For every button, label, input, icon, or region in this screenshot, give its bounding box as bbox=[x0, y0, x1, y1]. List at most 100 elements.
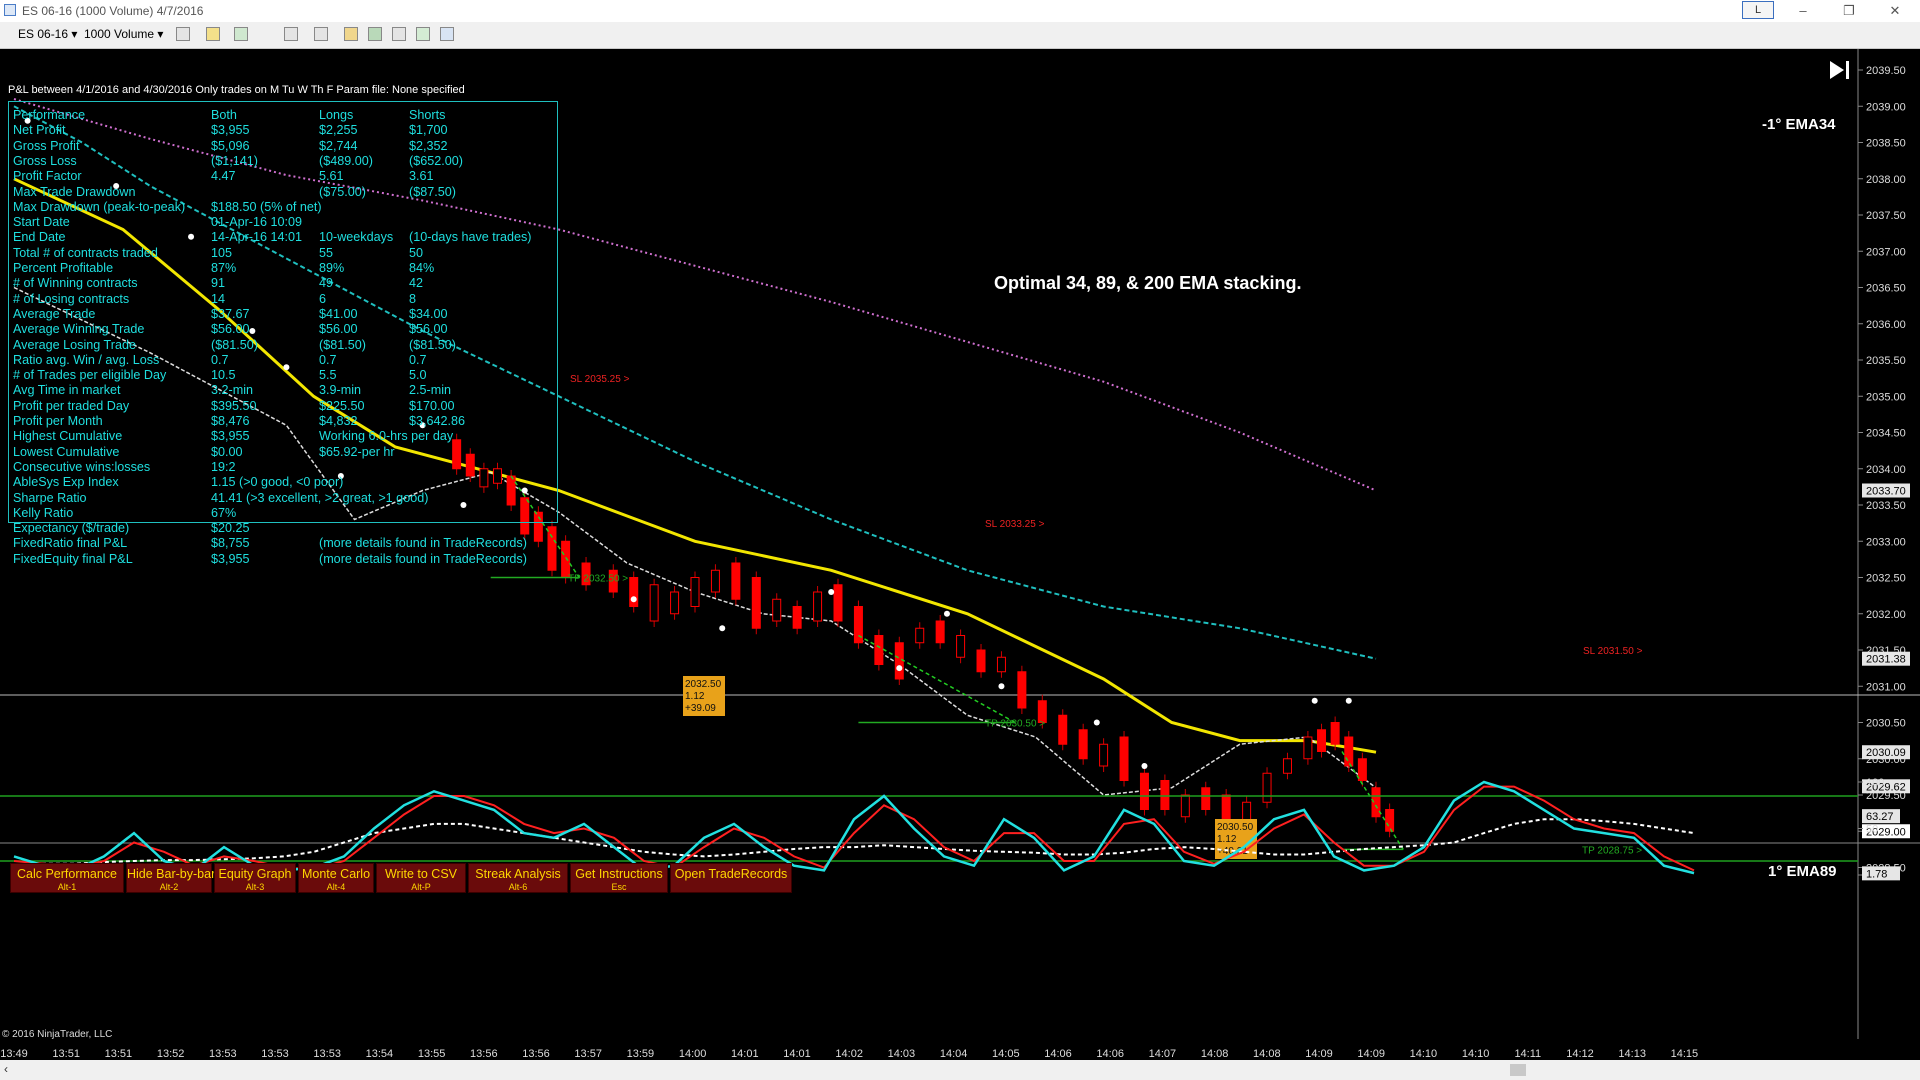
price-axis-label: 2038.50 bbox=[1866, 138, 1906, 150]
time-axis-label: 14:00 bbox=[679, 1048, 707, 1060]
performance-row: # of Trades per eligible Day 10.5 5.5 5.0 bbox=[13, 368, 553, 383]
performance-cell: Profit per Month bbox=[13, 414, 103, 428]
button-label: Calc Performance bbox=[16, 867, 118, 881]
candle-body bbox=[710, 569, 720, 593]
swing-point bbox=[943, 610, 950, 617]
performance-cell: 0.7 bbox=[319, 352, 337, 367]
candle-body bbox=[465, 453, 475, 477]
period-selector[interactable]: 1000 Volume ▾ bbox=[84, 27, 164, 41]
take-profit-label: TP 2028.75 > bbox=[1582, 845, 1642, 856]
performance-row: Net Profit $3,955 $2,255 $1,700 bbox=[13, 123, 553, 138]
performance-cell: ($81.50) bbox=[319, 337, 366, 352]
candle-body bbox=[915, 627, 925, 644]
performance-cell: $37.67 bbox=[211, 306, 250, 321]
time-axis-label: 13:49 bbox=[0, 1048, 28, 1060]
performance-row: Sharpe Ratio 41.41 (>3 excellent, >2 grea… bbox=[13, 491, 553, 506]
write-to-csv-button[interactable]: Write to CSV Alt-P bbox=[376, 863, 466, 893]
candle-body bbox=[1160, 780, 1170, 810]
swing-point bbox=[188, 233, 195, 240]
equity-graph-button[interactable]: Equity Graph Alt-3 bbox=[214, 863, 296, 893]
monte-carlo-button[interactable]: Monte Carlo Alt-4 bbox=[298, 863, 374, 893]
ema200-line bbox=[13, 98, 1377, 492]
properties-icon[interactable] bbox=[440, 27, 454, 41]
minimize-button[interactable]: – bbox=[1799, 3, 1807, 18]
price-axis-label: 2032.50 bbox=[1866, 573, 1906, 585]
time-axis-label: 14:11 bbox=[1514, 1048, 1541, 1060]
bar-chart-icon[interactable] bbox=[176, 27, 190, 41]
chart-canvas[interactable]: 2039.50 2039.00 2038.50 2038.00 2037.50 2037.… bbox=[0, 49, 1920, 1060]
candle-body bbox=[1282, 758, 1292, 774]
hide-bar-by-bar-button[interactable]: Hide Bar-by-bar Alt-2 bbox=[126, 863, 215, 893]
performance-row: Average Winning Trade $56.00 $56.00 $56.00 bbox=[13, 322, 553, 337]
take-profit-label: TP 2032.50 > bbox=[568, 574, 628, 585]
performance-cell: Average Losing Trade bbox=[13, 337, 136, 352]
performance-header: P&L between 4/1/2016 and 4/30/2016 Only … bbox=[8, 84, 465, 96]
candle-body bbox=[547, 526, 557, 571]
pencil-icon[interactable] bbox=[206, 27, 220, 41]
calc-performance-button[interactable]: Calc Performance Alt-1 bbox=[10, 863, 124, 893]
strategy-icon[interactable] bbox=[344, 27, 358, 41]
performance-cell: $3,955 bbox=[211, 551, 250, 566]
instrument-selector[interactable]: ES 06-16 ▾ bbox=[18, 27, 78, 41]
image-icon[interactable] bbox=[392, 27, 406, 41]
performance-cell: $3,955 bbox=[211, 429, 250, 444]
performance-cell: ($1,141) bbox=[211, 153, 258, 168]
time-axis-label: 13:56 bbox=[522, 1048, 550, 1060]
performance-cell: Max Trade Drawdown bbox=[13, 184, 136, 199]
scroll-left-icon[interactable]: ‹ bbox=[4, 1062, 8, 1076]
restore-button[interactable]: ❐ bbox=[1843, 3, 1855, 18]
indicator-icon[interactable] bbox=[368, 27, 382, 41]
button-hotkey: Alt-4 bbox=[326, 882, 346, 892]
swing-point bbox=[113, 183, 120, 189]
zoom-icon[interactable] bbox=[314, 27, 328, 41]
crosshair-icon[interactable] bbox=[284, 27, 298, 41]
wand-icon[interactable] bbox=[234, 27, 248, 41]
performance-cell: # of Trades per eligible Day bbox=[13, 368, 167, 383]
performance-cell: $225.50 bbox=[319, 398, 365, 413]
candle-body bbox=[561, 540, 571, 578]
time-axis-label: 13:59 bbox=[627, 1048, 655, 1060]
layout-button[interactable]: L bbox=[1742, 1, 1774, 19]
stop-loss-label: SL 2033.25 > bbox=[985, 519, 1045, 530]
candle-body bbox=[772, 598, 782, 622]
performance-cell: $3,642.86 bbox=[409, 414, 466, 428]
performance-row: Profit Factor 4.47 5.61 3.61 bbox=[13, 169, 553, 184]
price-axis-label: 2039.50 bbox=[1866, 65, 1906, 77]
performance-cell: Shorts bbox=[409, 108, 446, 122]
time-axis-label: 14:12 bbox=[1566, 1048, 1594, 1060]
performance-cell: Gross Profit bbox=[13, 138, 80, 153]
candle-body bbox=[1099, 743, 1109, 767]
performance-cell: $56.00 bbox=[211, 322, 250, 337]
streak-analysis-button[interactable]: Streak Analysis Alt-6 bbox=[468, 863, 568, 893]
candle-body bbox=[479, 468, 489, 488]
app-icon bbox=[4, 4, 16, 16]
performance-row: Expectancy ($/trade) $20.25 bbox=[13, 521, 553, 536]
get-instructions-button[interactable]: Get Instructions Esc bbox=[570, 863, 668, 893]
swing-point bbox=[896, 665, 903, 672]
swing-point bbox=[1141, 763, 1148, 769]
instrument-label: ES 06-16 bbox=[18, 27, 69, 41]
performance-row: Profit per Month $8,476 $4,832 $3,642.86 bbox=[13, 414, 553, 429]
dollar-icon[interactable] bbox=[416, 27, 430, 41]
button-hotkey: Alt-6 bbox=[508, 882, 528, 892]
button-hotkey: Alt-2 bbox=[159, 882, 179, 892]
performance-cell: $56.00 bbox=[409, 322, 448, 337]
osc-axis-label: 50 bbox=[1866, 824, 1878, 836]
period-label: 1000 Volume bbox=[84, 27, 155, 41]
performance-cell: 55 bbox=[319, 245, 334, 260]
price-marker-box bbox=[1862, 483, 1910, 498]
candle-body bbox=[520, 497, 530, 535]
time-axis-label: 14:06 bbox=[1096, 1048, 1124, 1060]
price-marker-box bbox=[1862, 651, 1910, 666]
performance-row: Percent Profitable 87% 89% 84% bbox=[13, 261, 553, 276]
performance-cell: 2.5-min bbox=[409, 383, 451, 398]
button-hotkey: Alt-3 bbox=[245, 882, 265, 892]
horizontal-scrollbar[interactable]: ‹ bbox=[0, 1060, 1920, 1080]
open-traderecords-button[interactable]: Open TradeRecords bbox=[670, 863, 792, 893]
close-button[interactable]: ✕ bbox=[1889, 3, 1901, 18]
swing-point bbox=[1345, 697, 1352, 704]
swing-point bbox=[521, 487, 528, 494]
scrollbar-thumb[interactable] bbox=[1510, 1064, 1526, 1076]
chart-area[interactable]: 2039.50 2039.00 2038.50 2038.00 2037.50 2037.… bbox=[0, 49, 1920, 1060]
performance-cell: 8 bbox=[409, 291, 417, 306]
